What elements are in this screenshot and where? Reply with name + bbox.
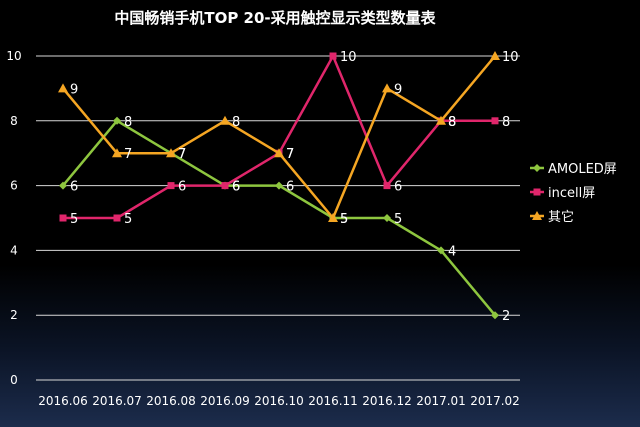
x-axis: 2016.06 2016.07 2016.08 2016.09 2016.10 2016.… xyxy=(38,394,520,408)
data-point xyxy=(329,52,337,60)
data-label: 5 xyxy=(340,212,348,227)
data-point xyxy=(59,214,67,222)
data-label: 5 xyxy=(340,212,348,227)
data-label: 10 xyxy=(502,50,519,65)
data-label: 8 xyxy=(502,115,510,130)
legend-entry: AMOLED屏 xyxy=(530,162,617,177)
data-point xyxy=(113,214,121,222)
data-point xyxy=(382,83,392,93)
x-tick-label: 2016.12 xyxy=(362,394,412,408)
legend-entry: 其它 xyxy=(530,209,574,225)
data-label: 6 xyxy=(232,180,240,195)
data-point xyxy=(275,181,283,190)
data-point xyxy=(112,148,122,158)
data-label: 8 xyxy=(448,115,456,130)
series-line xyxy=(63,54,495,220)
legend-swatch-marker xyxy=(532,211,542,220)
data-label: 6 xyxy=(232,180,240,195)
data-label: 6 xyxy=(286,180,294,195)
data-point xyxy=(383,182,391,190)
data-label: 7 xyxy=(178,147,186,162)
data-label: 8 xyxy=(124,115,132,130)
series-group: 6 8 7 6 6 5 5 4 2 5 5 6 6 7 10 6 8 89 7 7 8 7 5 9 8 10 xyxy=(58,50,519,324)
data-label: 6 xyxy=(70,180,78,195)
x-tick-label: 2016.06 xyxy=(38,394,88,408)
data-label: 9 xyxy=(70,82,78,97)
data-label: 7 xyxy=(178,147,186,162)
data-label: 7 xyxy=(124,147,132,162)
data-label: 5 xyxy=(394,212,402,227)
data-label: 2 xyxy=(502,309,510,324)
data-point xyxy=(274,148,284,158)
data-label: 4 xyxy=(448,244,456,259)
data-label: 9 xyxy=(394,82,402,97)
data-label: 8 xyxy=(232,115,240,130)
data-point xyxy=(437,246,445,255)
data-label: 8 xyxy=(448,115,456,130)
data-point xyxy=(167,182,175,190)
y-axis: 0 2 4 6 8 10 xyxy=(6,49,21,387)
data-point xyxy=(436,115,446,125)
data-label: 5 xyxy=(70,212,78,227)
data-point xyxy=(490,51,500,60)
data-label: 5 xyxy=(124,212,132,227)
data-label: 6 xyxy=(178,180,186,195)
data-point xyxy=(220,115,230,125)
data-point xyxy=(491,117,499,125)
chart-title: 中国畅销手机TOP 20-采用触控显示类型数量表 xyxy=(114,9,436,27)
x-tick-label: 2017.01 xyxy=(416,394,466,408)
series-line xyxy=(62,55,496,220)
y-tick-label: 10 xyxy=(6,49,21,63)
x-tick-label: 2016.09 xyxy=(200,394,250,408)
legend-label: AMOLED屏 xyxy=(548,162,617,177)
y-tick-label: 0 xyxy=(10,373,18,387)
legend-label: incell屏 xyxy=(548,186,595,201)
series-1: 5 5 6 6 7 10 6 8 8 xyxy=(59,50,510,227)
x-tick-label: 2017.02 xyxy=(470,394,520,408)
y-tick-label: 6 xyxy=(10,179,18,193)
data-point xyxy=(113,116,121,125)
data-point xyxy=(383,214,391,222)
legend-entry: incell屏 xyxy=(530,186,595,201)
data-label: 7 xyxy=(286,147,294,162)
x-tick-label: 2016.07 xyxy=(92,394,142,408)
y-tick-label: 4 xyxy=(10,243,18,257)
data-point xyxy=(58,83,68,93)
data-point xyxy=(59,181,67,190)
series-2: 9 7 7 8 7 5 9 8 10 xyxy=(58,50,519,227)
x-tick-label: 2016.10 xyxy=(254,394,304,408)
legend-swatch-marker xyxy=(533,164,541,172)
y-tick-label: 2 xyxy=(10,308,18,322)
x-tick-label: 2016.08 xyxy=(146,394,196,408)
data-label: 7 xyxy=(286,147,294,162)
data-point xyxy=(221,182,229,190)
data-point xyxy=(328,213,338,222)
data-label: 6 xyxy=(394,180,402,195)
x-tick-label: 2016.11 xyxy=(308,394,358,408)
data-point xyxy=(166,148,176,158)
legend-swatch-marker xyxy=(533,188,541,196)
data-point xyxy=(491,311,499,320)
data-label: 10 xyxy=(340,50,357,65)
legend-label: 其它 xyxy=(548,209,574,225)
y-tick-label: 8 xyxy=(10,114,18,128)
